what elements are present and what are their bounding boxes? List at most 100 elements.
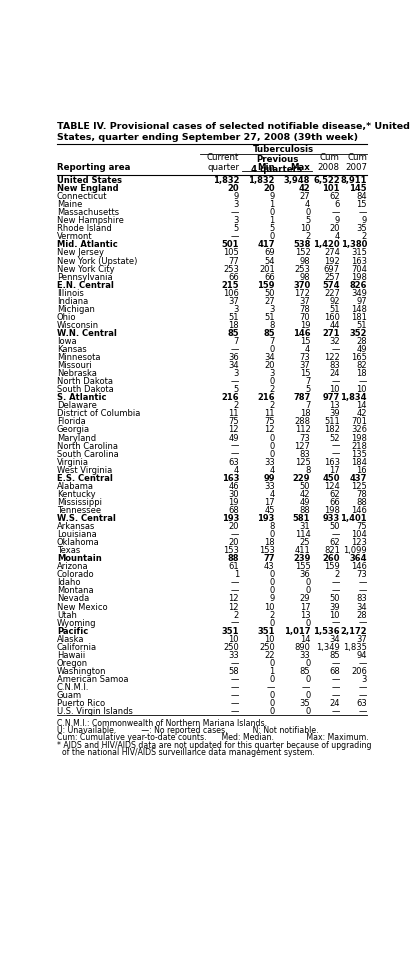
Text: 1,832: 1,832 xyxy=(213,176,239,185)
Text: New Jersey: New Jersey xyxy=(57,249,104,257)
Text: —: — xyxy=(266,682,275,692)
Text: 206: 206 xyxy=(351,667,367,676)
Text: 2: 2 xyxy=(234,402,239,410)
Text: 253: 253 xyxy=(223,264,239,274)
Text: 826: 826 xyxy=(349,281,367,290)
Text: 44: 44 xyxy=(329,321,340,330)
Text: 9: 9 xyxy=(269,595,275,604)
Text: 37: 37 xyxy=(300,361,310,370)
Text: 1: 1 xyxy=(269,667,275,676)
Text: —: — xyxy=(231,699,239,708)
Text: —: — xyxy=(331,345,340,354)
Text: Idaho: Idaho xyxy=(57,578,80,587)
Text: Tuberculosis: Tuberculosis xyxy=(253,144,314,154)
Text: 15: 15 xyxy=(300,370,310,378)
Text: 49: 49 xyxy=(229,434,239,443)
Text: 4: 4 xyxy=(234,466,239,475)
Text: 253: 253 xyxy=(295,264,310,274)
Text: District of Columbia: District of Columbia xyxy=(57,410,140,418)
Text: 78: 78 xyxy=(356,489,367,499)
Text: 105: 105 xyxy=(223,249,239,257)
Text: U.S. Virgin Islands: U.S. Virgin Islands xyxy=(57,707,133,716)
Text: 9: 9 xyxy=(362,216,367,225)
Text: 3: 3 xyxy=(362,675,367,683)
Text: 77: 77 xyxy=(263,554,275,564)
Text: 1,834: 1,834 xyxy=(340,393,367,403)
Text: 933: 933 xyxy=(323,514,340,523)
Text: 51: 51 xyxy=(229,313,239,322)
Text: 0: 0 xyxy=(269,578,275,587)
Text: 8: 8 xyxy=(269,522,275,531)
Text: 19: 19 xyxy=(229,498,239,507)
Text: Maryland: Maryland xyxy=(57,434,96,443)
Text: 192: 192 xyxy=(324,256,340,265)
Text: 160: 160 xyxy=(324,313,340,322)
Text: Current
quarter: Current quarter xyxy=(207,153,239,173)
Text: —: — xyxy=(331,682,340,692)
Text: 3,948: 3,948 xyxy=(284,176,310,185)
Text: 66: 66 xyxy=(264,273,275,282)
Text: Colorado: Colorado xyxy=(57,570,94,579)
Text: 0: 0 xyxy=(269,570,275,579)
Text: Illinois: Illinois xyxy=(57,289,84,297)
Text: —: — xyxy=(358,586,367,596)
Text: C.N.M.I.: Commonwealth of Northern Mariana Islands.: C.N.M.I.: Commonwealth of Northern Maria… xyxy=(57,719,267,727)
Text: 0: 0 xyxy=(269,530,275,539)
Text: 78: 78 xyxy=(300,305,310,314)
Text: —: — xyxy=(231,449,239,458)
Text: W.S. Central: W.S. Central xyxy=(57,514,116,523)
Text: 106: 106 xyxy=(223,289,239,297)
Text: 349: 349 xyxy=(351,289,367,297)
Text: —: — xyxy=(358,707,367,716)
Text: 12: 12 xyxy=(229,603,239,611)
Text: 146: 146 xyxy=(351,563,367,571)
Text: 104: 104 xyxy=(351,530,367,539)
Text: 159: 159 xyxy=(324,563,340,571)
Text: 18: 18 xyxy=(264,538,275,547)
Text: 370: 370 xyxy=(293,281,310,290)
Text: 13: 13 xyxy=(300,610,310,619)
Text: 123: 123 xyxy=(351,538,367,547)
Text: —: — xyxy=(231,675,239,683)
Text: 352: 352 xyxy=(349,329,367,338)
Text: 69: 69 xyxy=(264,249,275,257)
Text: 701: 701 xyxy=(351,417,367,426)
Text: 46: 46 xyxy=(228,482,239,490)
Text: Previous
4 quarters: Previous 4 quarters xyxy=(251,155,302,175)
Text: 33: 33 xyxy=(300,650,310,660)
Text: Nebraska: Nebraska xyxy=(57,370,97,378)
Text: Reporting area: Reporting area xyxy=(57,164,130,173)
Text: 1,832: 1,832 xyxy=(248,176,275,185)
Text: 7: 7 xyxy=(234,337,239,346)
Text: Wyoming: Wyoming xyxy=(57,618,96,628)
Text: 20: 20 xyxy=(227,184,239,193)
Text: 22: 22 xyxy=(264,650,275,660)
Text: 51: 51 xyxy=(264,313,275,322)
Text: Guam: Guam xyxy=(57,691,82,700)
Text: 17: 17 xyxy=(329,466,340,475)
Text: —: — xyxy=(302,682,310,692)
Text: 42: 42 xyxy=(356,410,367,418)
Text: Cum
2007: Cum 2007 xyxy=(345,153,367,173)
Text: 0: 0 xyxy=(269,586,275,596)
Text: 288: 288 xyxy=(294,417,310,426)
Text: 0: 0 xyxy=(269,449,275,458)
Text: 0: 0 xyxy=(269,209,275,217)
Text: 697: 697 xyxy=(324,264,340,274)
Text: Oregon: Oregon xyxy=(57,659,88,668)
Text: 12: 12 xyxy=(229,595,239,604)
Text: West Virginia: West Virginia xyxy=(57,466,112,475)
Text: Vermont: Vermont xyxy=(57,232,93,242)
Text: 351: 351 xyxy=(257,627,275,636)
Text: Louisiana: Louisiana xyxy=(57,530,97,539)
Text: 49: 49 xyxy=(300,498,310,507)
Text: 155: 155 xyxy=(295,563,310,571)
Text: 54: 54 xyxy=(264,256,275,265)
Text: —: — xyxy=(231,586,239,596)
Text: 787: 787 xyxy=(293,393,310,403)
Text: 97: 97 xyxy=(356,296,367,306)
Text: 30: 30 xyxy=(228,489,239,499)
Text: —: — xyxy=(358,209,367,217)
Text: 5: 5 xyxy=(305,385,310,394)
Text: 43: 43 xyxy=(264,563,275,571)
